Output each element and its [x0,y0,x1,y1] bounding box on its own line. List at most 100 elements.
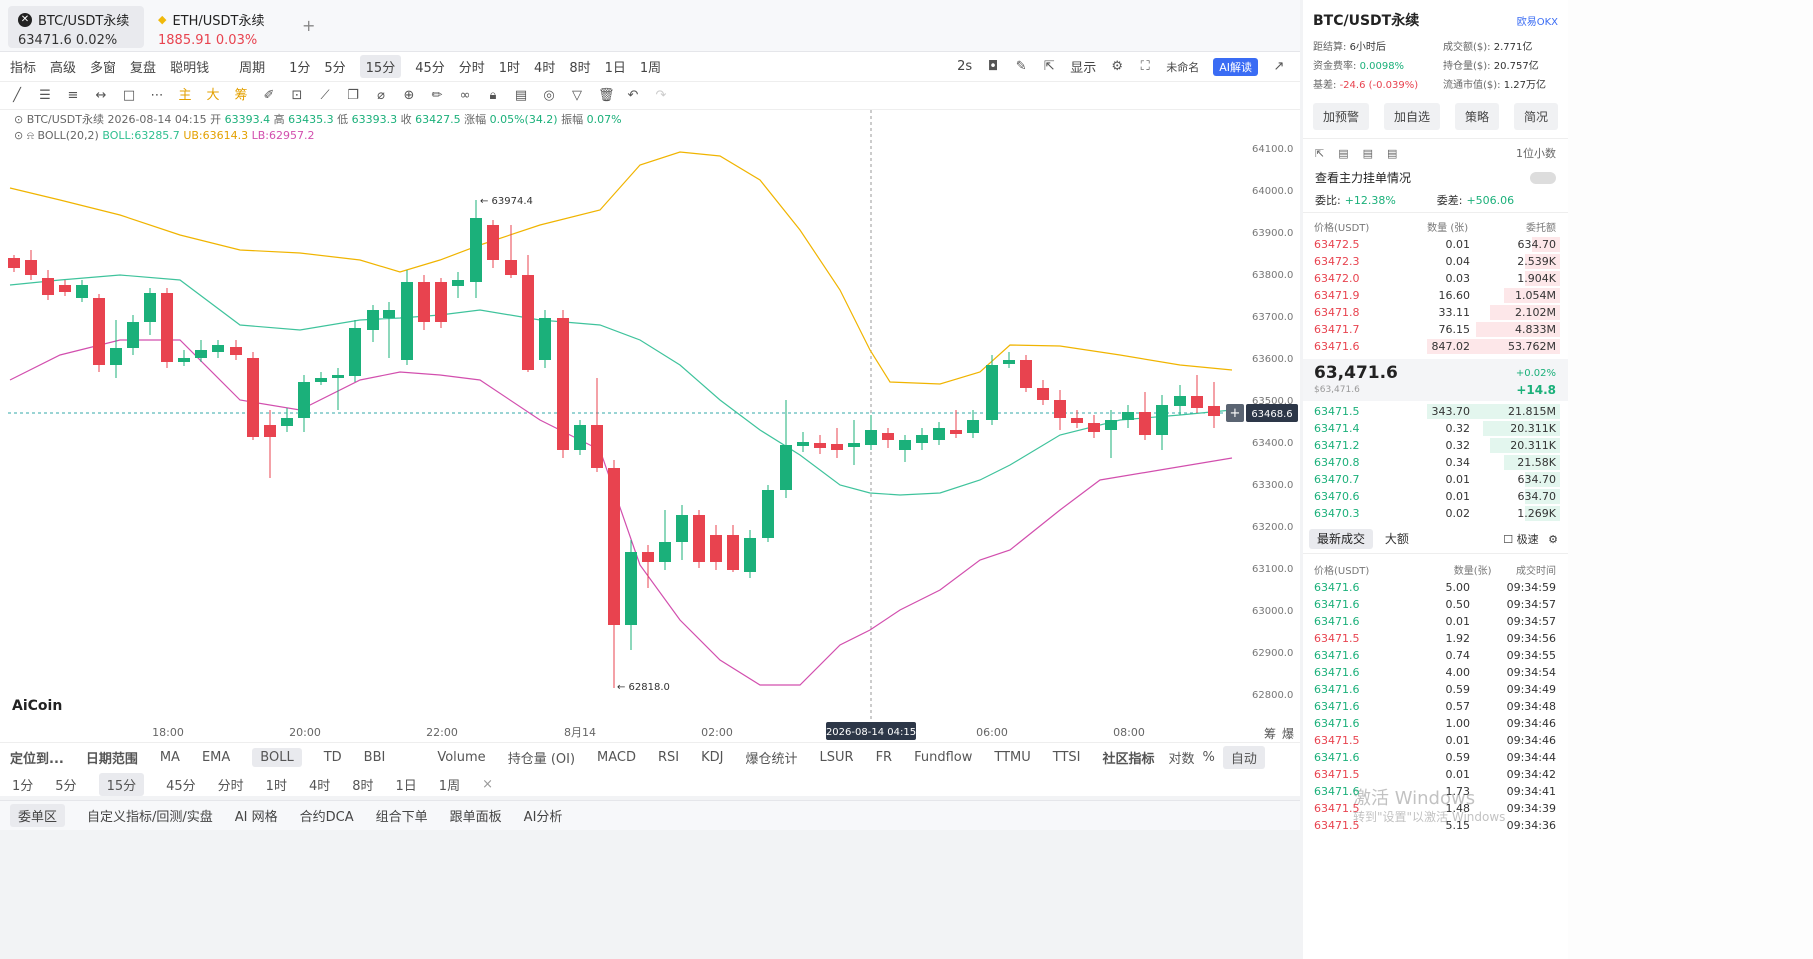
candle-body[interactable] [59,285,71,292]
exchange-link[interactable]: 欧易OKX [1516,16,1558,28]
tf-45m[interactable]: 45分 [415,61,445,76]
candle-body[interactable] [848,443,860,447]
candle-body[interactable] [950,430,962,434]
candle-body[interactable] [797,442,809,446]
filter-icon[interactable]: ▽ [572,87,582,103]
sub-fr[interactable]: FR [875,750,893,765]
btab-grid[interactable]: AI 网格 [234,810,278,825]
ob-view-icons[interactable]: ⇱▤▤▤ [1315,146,1412,160]
ob-row[interactable]: 63471.6 847.02 53.762M [1303,338,1568,355]
candle-body[interactable] [178,358,190,362]
ob-row[interactable]: 63472.5 0.01 634.70 [1303,236,1568,253]
ind-ema[interactable]: EMA [201,750,231,765]
brush-icon[interactable]: ✐ [263,87,275,103]
b-tf-1m[interactable]: 1分 [12,778,34,794]
rect-icon[interactable]: □ [122,87,136,103]
btab-combo[interactable]: 组合下单 [375,810,428,825]
add-tab-button[interactable]: + [302,16,316,35]
alert-button[interactable]: 加预警 [1313,103,1370,130]
candle-body[interactable] [1156,405,1168,435]
btab-dca[interactable]: 合约DCA [299,810,354,825]
btab-orders[interactable]: 委单区 [10,804,66,827]
candle-body[interactable] [401,282,413,360]
ob-row[interactable]: 63470.3 0.02 1.269K [1303,505,1568,522]
toolbar-replay[interactable]: 复盘 [130,61,157,76]
toolbar-period[interactable]: 周期 [239,61,266,76]
tf-line[interactable]: 分时 [458,61,485,76]
close-icon[interactable]: × [482,776,493,792]
magnet-icon[interactable]: ⊡ [291,87,303,103]
candle-body[interactable] [659,542,671,562]
ind-boll[interactable]: BOLL [252,748,302,767]
watchlist-button[interactable]: 加自选 [1383,103,1440,130]
candle-body[interactable] [212,345,224,352]
locate-button[interactable]: 定位到... [10,752,64,767]
candle-body[interactable] [986,365,998,420]
candle-body[interactable] [539,318,551,360]
candle-body[interactable] [1139,412,1151,435]
candle-body[interactable] [591,425,603,468]
candle-body[interactable] [332,375,344,378]
candle-body[interactable] [264,425,276,437]
tf-1h[interactable]: 1时 [498,61,521,76]
btab-copy[interactable]: 跟单面板 [449,810,502,825]
candle-body[interactable] [642,552,654,562]
sub-liq[interactable]: 爆仓统计 [745,752,798,767]
sub-rsi[interactable]: RSI [658,750,680,765]
liq-axis-button[interactable]: 爆 [1282,727,1294,741]
ob-row[interactable]: 63470.8 0.34 21.58K [1303,454,1568,471]
layout-name[interactable]: 未命名 [1166,60,1200,74]
main-orders-toggle[interactable] [1530,171,1556,184]
candle-body[interactable] [281,418,293,426]
candle-body[interactable] [298,382,310,418]
sub-fundflow[interactable]: Fundflow [914,750,973,765]
path-icon[interactable]: ⋯ [150,87,164,103]
tf-15m[interactable]: 15分 [359,55,402,78]
b-tf-15m[interactable]: 15分 [98,772,145,796]
candle-body[interactable] [1003,360,1015,364]
pct-toggle[interactable]: % [1202,750,1215,765]
candle-body[interactable] [727,535,739,570]
sub-ttsi[interactable]: TTSI [1052,750,1081,765]
trendline-icon[interactable]: ╱ [13,87,21,103]
tab-btc[interactable]: ✕ BTC/USDT永续 63471.6 0.02% [8,6,144,48]
ob-row[interactable]: 63471.4 0.32 20.311K [1303,420,1568,437]
eraser-icon[interactable]: ✏ [431,87,443,103]
undo-icon[interactable]: ↶ [627,87,639,103]
candle-body[interactable] [780,445,792,490]
display-button[interactable]: 显示 [1070,61,1097,76]
ob-row[interactable]: 63470.7 0.01 634.70 [1303,471,1568,488]
crosshair-plus-icon[interactable] [1226,404,1244,422]
candle-body[interactable] [505,260,517,275]
candle-body[interactable] [195,350,207,358]
sub-kdj[interactable]: KDJ [701,750,724,765]
candle-body[interactable] [710,535,722,562]
ob-row[interactable]: 63470.6 0.01 634.70 [1303,488,1568,505]
ai-button[interactable]: AI解读 [1213,57,1258,76]
candle-body[interactable] [933,428,945,440]
camera-icon[interactable]: ◘ [988,58,999,74]
trash-icon[interactable]: 🗑︎ [598,87,615,103]
b-tf-1h[interactable]: 1时 [265,778,287,794]
candle-body[interactable] [470,218,482,282]
ob-row[interactable]: 63472.0 0.03 1.904K [1303,270,1568,287]
candle-body[interactable] [8,258,20,268]
ob-row[interactable]: 63471.8 33.11 2.102M [1303,304,1568,321]
candle-body[interactable] [1208,406,1220,416]
channel-icon[interactable]: ≡ [67,87,79,103]
fast-toggle[interactable]: 极速 [1516,532,1539,546]
toolbar-advanced[interactable]: 高级 [50,61,77,76]
candle-body[interactable] [625,552,637,625]
candle-body[interactable] [452,280,464,286]
candle-body[interactable] [25,260,37,275]
candle-body[interactable] [1037,388,1049,400]
candle-body[interactable] [230,347,242,355]
candle-body[interactable] [1071,418,1083,423]
fullscreen-icon[interactable]: ⛶ [1140,58,1150,74]
hline-icon[interactable]: ☰ [39,87,51,103]
candle-body[interactable] [574,425,586,450]
chips-axis-button[interactable]: 筹 [1264,727,1276,741]
candle-body[interactable] [315,378,327,382]
candle-body[interactable] [1122,412,1134,420]
tr-header-qty[interactable]: 数量(张) [1453,566,1492,577]
